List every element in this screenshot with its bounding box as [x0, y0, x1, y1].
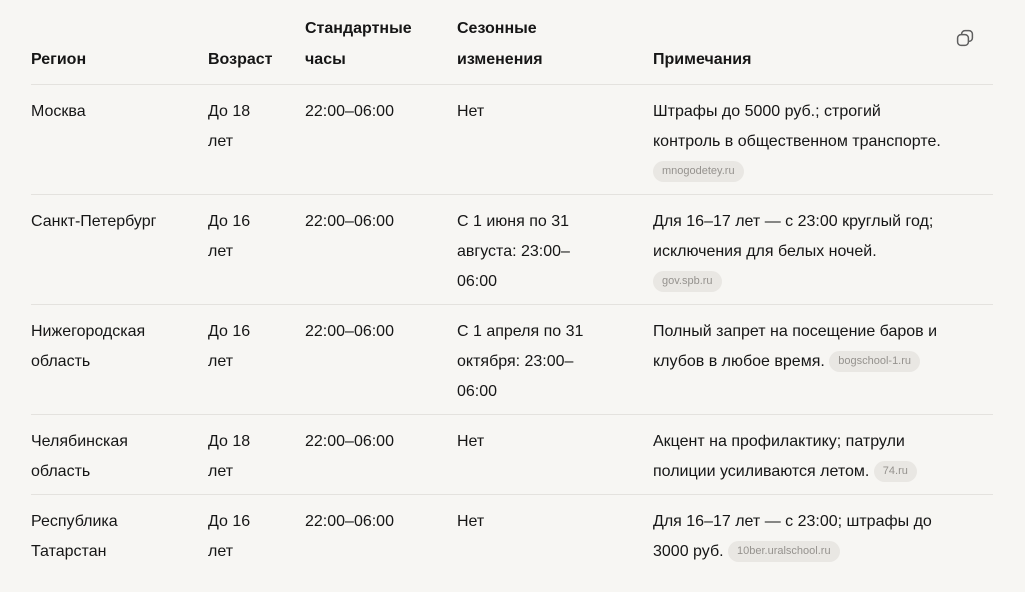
- table-row: Санкт-Петербург До 16 лет 22:00–06:00 С 1 и…: [31, 194, 993, 304]
- column-header-age: Возраст: [208, 0, 305, 85]
- table-row: Челябинская область До 18 лет 22:00–06:00 Н…: [31, 414, 993, 494]
- source-citation-badge[interactable]: 10ber.uralschool.ru: [728, 540, 840, 562]
- cell-notes: Для 16–17 лет — с 23:00; штрафы до 3000 …: [653, 494, 993, 574]
- cell-seasonal: Нет: [457, 512, 485, 530]
- cell-hours: 22:00–06:00: [305, 322, 394, 340]
- table-body: Москва До 18 лет 22:00–06:00 Нет Штрафы до 5…: [31, 84, 993, 574]
- note-text: Для 16–17 лет — с 23:00 круглый год; иск…: [653, 212, 934, 260]
- source-citation-badge[interactable]: bogschool-1.ru: [829, 350, 921, 372]
- cell-region: Нижегородская область: [31, 322, 146, 370]
- table-row: Нижегородская область До 16 лет 22:00–06:0…: [31, 304, 993, 414]
- note-text: Полный запрет на посещение баров и клубо…: [653, 322, 938, 370]
- copy-icon: [955, 28, 975, 48]
- cell-region: Москва: [31, 102, 86, 120]
- cell-age: До 16 лет: [208, 212, 251, 260]
- cell-notes: Для 16–17 лет — с 23:00 круглый год; иск…: [653, 194, 993, 304]
- cell-region: Санкт-Петербург: [31, 212, 157, 230]
- cell-age: До 18 лет: [208, 432, 251, 480]
- regions-curfew-table-wrap: Регион Возраст Стандартные часы Сезонные…: [31, 0, 993, 574]
- header-row: Регион Возраст Стандартные часы Сезонные…: [31, 0, 993, 85]
- cell-age: До 16 лет: [208, 512, 251, 560]
- cell-seasonal: С 1 июня по 31 августа: 23:00–06:00: [457, 212, 570, 290]
- source-citation-badge[interactable]: 74.ru: [873, 460, 917, 482]
- table-row: Москва До 18 лет 22:00–06:00 Нет Штрафы до 5…: [31, 84, 993, 194]
- regions-curfew-table: Регион Возраст Стандартные часы Сезонные…: [31, 0, 993, 574]
- copy-table-button[interactable]: [949, 22, 981, 54]
- cell-age: До 18 лет: [208, 102, 251, 150]
- cell-seasonal: Нет: [457, 432, 485, 450]
- note-text: Акцент на профилактику; патрули полиции …: [653, 432, 905, 480]
- source-citation-badge[interactable]: gov.spb.ru: [653, 270, 722, 292]
- cell-hours: 22:00–06:00: [305, 432, 394, 450]
- cell-hours: 22:00–06:00: [305, 102, 394, 120]
- cell-region: Республика Татарстан: [31, 512, 118, 560]
- cell-seasonal: С 1 апреля по 31 октября: 23:00–06:00: [457, 322, 584, 400]
- cell-region: Челябинская область: [31, 432, 128, 480]
- source-citation-badge[interactable]: mnogodetey.ru: [653, 160, 744, 182]
- cell-age: До 16 лет: [208, 322, 251, 370]
- cell-seasonal: Нет: [457, 102, 485, 120]
- column-header-seasonal: Сезонные изменения: [457, 0, 653, 85]
- column-header-region: Регион: [31, 0, 208, 85]
- table-row: Республика Татарстан До 16 лет 22:00–06:00…: [31, 494, 993, 574]
- cell-notes: Штрафы до 5000 руб.; строгий контроль в …: [653, 84, 993, 194]
- cell-notes: Полный запрет на посещение баров и клубо…: [653, 304, 993, 414]
- cell-notes: Акцент на профилактику; патрули полиции …: [653, 414, 993, 494]
- note-text: Для 16–17 лет — с 23:00; штрафы до 3000 …: [653, 512, 932, 560]
- cell-hours: 22:00–06:00: [305, 212, 394, 230]
- cell-hours: 22:00–06:00: [305, 512, 394, 530]
- column-header-hours: Стандартные часы: [305, 0, 457, 85]
- column-header-notes: Примечания: [653, 0, 993, 85]
- table-header: Регион Возраст Стандартные часы Сезонные…: [31, 0, 993, 85]
- note-text: Штрафы до 5000 руб.; строгий контроль в …: [653, 102, 941, 150]
